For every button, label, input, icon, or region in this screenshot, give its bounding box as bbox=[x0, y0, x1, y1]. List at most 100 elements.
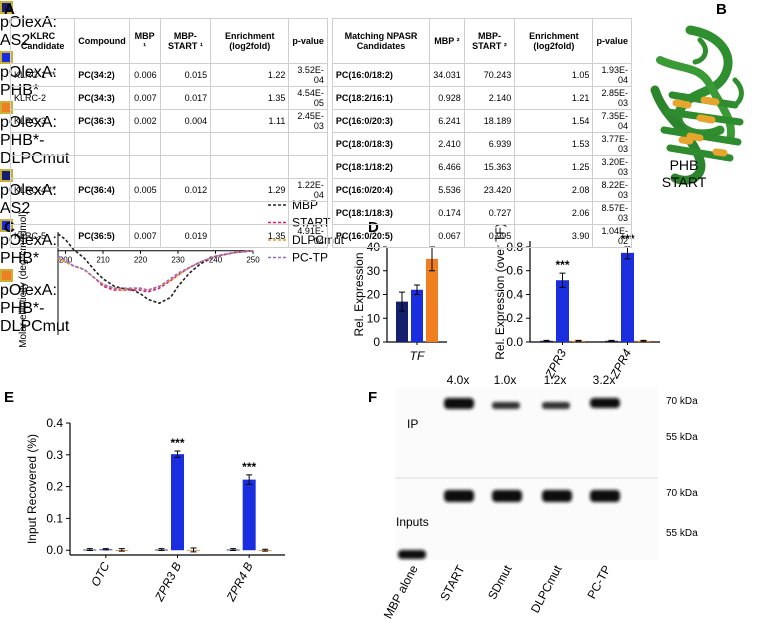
table-cell: KLRC-5 bbox=[9, 224, 76, 248]
error-bar bbox=[190, 547, 197, 553]
table-cell: 0.017 bbox=[159, 86, 212, 110]
table-cell: 2.06 bbox=[514, 201, 594, 225]
significance-label: *** bbox=[170, 436, 184, 450]
bar bbox=[621, 252, 634, 342]
table-cell: 0.995 bbox=[463, 224, 516, 248]
y-tick-label: 0.3 bbox=[46, 448, 63, 462]
table-row: KLRC-2 PC(34:3) 0.007 0.017 1.35 4.54E-05 PC(1… bbox=[9, 86, 632, 110]
error-bar bbox=[86, 548, 93, 552]
table-cell bbox=[9, 155, 76, 179]
blot-band bbox=[542, 490, 572, 502]
table-cell: 0.005 bbox=[128, 178, 161, 202]
table-header: MBP ² bbox=[429, 18, 465, 64]
table-cell: 0.004 bbox=[159, 109, 212, 133]
table-cell: PC(16:0/20:4) bbox=[331, 178, 431, 202]
table-cell bbox=[74, 201, 130, 225]
table-header: KLRC Candidate bbox=[9, 18, 76, 64]
table-cell bbox=[159, 132, 212, 156]
table-cell: 0.006 bbox=[128, 63, 161, 87]
legend-swatch bbox=[0, 1, 13, 14]
y-tick-label: 10 bbox=[367, 311, 381, 325]
table-cell: 0.019 bbox=[159, 224, 212, 248]
size-marker: 55 kDa bbox=[666, 432, 698, 443]
table-cell bbox=[74, 132, 130, 156]
y-tick-label: 0.1 bbox=[46, 511, 63, 525]
y-tick-label: 0.2 bbox=[506, 311, 523, 325]
table-row: KLRC-5 PC(36:5) 0.007 0.019 1.35 4.91E-04 PC(1… bbox=[9, 224, 632, 248]
table-cell: PC(36:5) bbox=[74, 224, 130, 248]
table-cell: 34.031 bbox=[429, 63, 465, 87]
table-cell bbox=[9, 132, 76, 156]
table-cell: 1.53 bbox=[514, 132, 594, 156]
legend-label: pOlexA: PHB*-DLPCmut bbox=[0, 282, 70, 335]
table-cell: 23.420 bbox=[463, 178, 516, 202]
blot-band bbox=[542, 402, 570, 409]
y-tick-label: 0.0 bbox=[506, 335, 523, 349]
table-cell: PC(36:4) bbox=[74, 178, 130, 202]
error-bar bbox=[608, 339, 615, 342]
table-cell: 2.410 bbox=[429, 132, 465, 156]
table-cell: 1.29 bbox=[210, 178, 290, 202]
error-bar bbox=[230, 548, 237, 552]
bar bbox=[396, 301, 408, 342]
table-cell: 2.08 bbox=[514, 178, 594, 202]
table-header: Matching NPASR Candidates bbox=[331, 18, 431, 64]
table-row: PC(18:1/18:3) 0.174 0.727 2.06 8.57E-03 bbox=[9, 201, 632, 225]
table-cell: 1.25 bbox=[514, 155, 594, 179]
table-cell: 0.727 bbox=[463, 201, 516, 225]
table-cell: PC(36:3) bbox=[74, 109, 130, 133]
x-tick-label: 240 bbox=[209, 256, 223, 265]
table-cell: 1.21 bbox=[514, 86, 594, 110]
table-cell: 2.45E-03 bbox=[288, 109, 328, 133]
panel-label: A bbox=[4, 1, 15, 18]
table-cell: 2.85E-03 bbox=[592, 86, 632, 110]
western-blot bbox=[395, 388, 658, 560]
size-marker: 70 kDa bbox=[666, 396, 698, 407]
table-row: KLRC-1 ** PC(34:2) 0.006 0.015 1.22 3.52E-04 P… bbox=[9, 63, 632, 87]
table-cell: PC(16:0/18:2) bbox=[331, 63, 431, 87]
y-tick-label: 0.4 bbox=[46, 416, 63, 430]
protein-structure bbox=[650, 25, 744, 185]
error-bar bbox=[399, 291, 405, 312]
table-cell bbox=[9, 201, 76, 225]
bar bbox=[556, 280, 569, 342]
table-cell: 0.928 bbox=[429, 86, 465, 110]
table-cell: 8.57E-03 bbox=[592, 201, 632, 225]
y-tick-label: 20 bbox=[367, 288, 381, 302]
table-cell: 0.007 bbox=[128, 224, 161, 248]
error-bar bbox=[118, 548, 125, 552]
table-header: Enrichment (log2fold) bbox=[210, 18, 290, 64]
table-cell bbox=[210, 201, 290, 225]
table-cell: 3.20E-03 bbox=[592, 155, 632, 179]
table-cell bbox=[128, 132, 161, 156]
table-cell bbox=[288, 201, 328, 225]
y-tick-label: 30 bbox=[367, 264, 381, 278]
table-header-row: KLRC Candidate Compound MBP ¹ MBP-START ¹ En… bbox=[9, 18, 632, 64]
table-cell bbox=[210, 132, 290, 156]
legend-swatch bbox=[0, 269, 13, 282]
table-cell: 2.140 bbox=[463, 86, 516, 110]
table-cell: PC(18:0/18:3) bbox=[331, 132, 431, 156]
table-header: p-value bbox=[288, 18, 328, 64]
fold-change: 1.0x bbox=[494, 373, 517, 387]
table-cell bbox=[128, 201, 161, 225]
lane-label: SDmut bbox=[485, 562, 515, 602]
bar bbox=[171, 454, 184, 551]
table-cell: KLRC-1 ** bbox=[9, 63, 76, 87]
bar bbox=[426, 258, 438, 342]
blot-membrane bbox=[395, 388, 658, 560]
x-tick-label: 220 bbox=[134, 256, 148, 265]
lane-label: PC-TP bbox=[584, 563, 613, 601]
table-cell: PC(16:0/20:5) bbox=[331, 224, 431, 248]
table-cell: 1.22 bbox=[210, 63, 290, 87]
y-axis-label: Rel. Expression bbox=[352, 252, 366, 336]
table-cell: 0.012 bbox=[159, 178, 212, 202]
table-cell: 0.015 bbox=[159, 63, 212, 87]
table-cell: 8.22E-03 bbox=[592, 178, 632, 202]
table-cell: PC(34:3) bbox=[74, 86, 130, 110]
table-cell: 6.466 bbox=[429, 155, 465, 179]
table-cell: 7.35E-04 bbox=[592, 109, 632, 133]
error-bar bbox=[414, 284, 420, 295]
